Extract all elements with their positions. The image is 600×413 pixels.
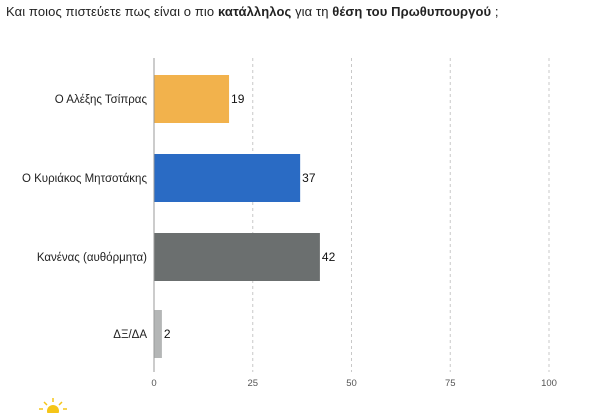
x-tick-label: 50 <box>346 378 357 389</box>
value-labels: 19 37 42 2 <box>164 92 336 341</box>
category-labels: Ο Αλέξης Τσίπρας Ο Κυριάκος Μητσοτάκης Καν… <box>22 94 147 341</box>
grid-lines <box>252 58 550 372</box>
title-bold-1: κατάλληλος <box>217 4 292 19</box>
x-tick-label: 0 <box>151 378 156 389</box>
title-text-3: ; <box>491 4 499 19</box>
x-tick-label: 100 <box>541 378 557 389</box>
bar <box>154 310 162 358</box>
data-label: 37 <box>302 171 316 185</box>
data-label: 42 <box>322 250 336 264</box>
x-tick-labels: 0 25 50 75 100 <box>151 378 557 389</box>
category-label: ΔΞ/ΔΑ <box>113 329 147 341</box>
bar <box>154 154 301 202</box>
bar <box>154 233 320 281</box>
x-tick-label: 25 <box>247 378 258 389</box>
x-tick-label: 75 <box>445 378 456 389</box>
title-text-2: για τη <box>291 4 333 19</box>
data-label: 2 <box>164 327 171 341</box>
bar <box>154 75 230 123</box>
category-label: Ο Αλέξης Τσίπρας <box>55 94 148 106</box>
logo-sun-icon <box>39 398 67 413</box>
category-label: Ο Κυριάκος Μητσοτάκης <box>22 173 147 185</box>
category-label: Κανένας (αυθόρμητα) <box>37 252 147 264</box>
title-text-1: Και ποιος πιστεύετε πως είναι ο πιο <box>6 4 218 19</box>
title-bold-2: θέση του Πρωθυπουργού <box>332 4 492 19</box>
chart-title: Και ποιος πιστεύετε πως είναι ο πιο κατά… <box>6 4 596 19</box>
bars <box>154 75 320 358</box>
data-label: 19 <box>231 92 245 106</box>
